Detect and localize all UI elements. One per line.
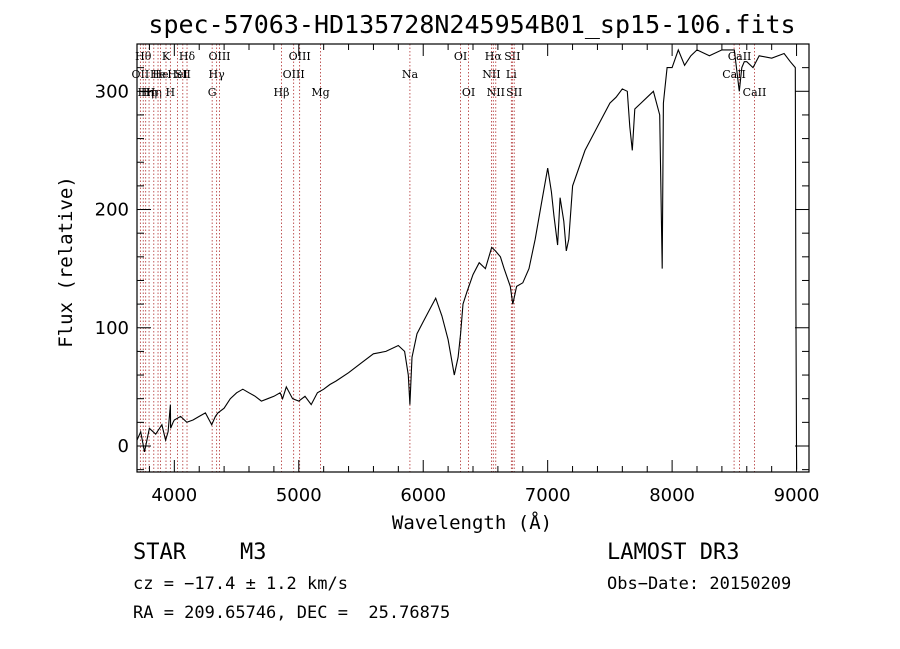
line-label-5893: Na	[402, 68, 419, 81]
line-label-6716: SII	[504, 50, 520, 63]
line-label-5175: Mg	[311, 86, 329, 99]
x-axis-label: Wavelength (Å)	[392, 511, 552, 534]
line-label-3968: H	[166, 86, 176, 99]
line-label-6300: OI	[454, 50, 467, 63]
x-tick-label-9000: 9000	[774, 485, 820, 506]
x-tick-label-6000: 6000	[400, 485, 446, 506]
y-tick-label-200: 200	[95, 200, 129, 221]
redshift-cz: cz = −17.4 ± 1.2 km/s	[133, 574, 348, 594]
line-label-6708: Li	[506, 68, 517, 81]
line-label-3750: Hθ	[135, 50, 152, 63]
plot-frame	[136, 43, 810, 473]
chart-title: spec-57063-HD135728N245954B01_sp15-106.f…	[148, 10, 795, 39]
line-label-4102: Hδ	[179, 50, 196, 63]
line-label-6548: NII	[482, 68, 500, 81]
line-label-4363: OIII	[208, 50, 230, 63]
y-tick-label-300: 300	[95, 81, 129, 102]
coordinates: RA = 209.65746, DEC = 25.76875	[133, 603, 451, 623]
line-label-4340: Hγ	[209, 68, 226, 81]
line-label-3889: He	[152, 68, 168, 81]
line-label-3770: Hη	[138, 86, 154, 99]
survey-name: LAMOST DR3	[607, 540, 740, 565]
line-label-5007: OIII	[289, 50, 311, 63]
y-tick-label-100: 100	[95, 318, 129, 339]
line-label-3727: OII	[132, 68, 150, 81]
line-label-3797: Hη	[141, 86, 157, 99]
x-tick-label-4000: 4000	[151, 485, 197, 506]
line-label-4959: OIII	[283, 68, 305, 81]
line-label-4304: G	[208, 86, 217, 99]
object-class: STAR	[133, 540, 186, 565]
object-subclass: M3	[240, 540, 267, 565]
line-label-3933: K	[162, 50, 171, 63]
axis-ticks-layer: 4000 5000 6000 7000 8000 9000 0 100 200 300	[95, 43, 820, 506]
line-label-4861: Hβ	[274, 86, 290, 99]
spectrum-series-line	[136, 48, 798, 470]
observation-date: Obs−Date: 20150209	[607, 574, 792, 594]
x-tick-label-8000: 8000	[649, 485, 695, 506]
y-tick-label-0: 0	[118, 436, 129, 457]
line-label-6563: Hα	[485, 50, 503, 63]
line-label-3835: Hη	[146, 86, 162, 99]
emission-lines-layer: OIIHθHηHηHηHeHeKHHeISIIHδGHγOIIIHβOIIIOI…	[132, 44, 767, 472]
line-label-4026: HeI	[167, 68, 187, 81]
line-label-6583: NII	[487, 86, 505, 99]
x-tick-label-5000: 5000	[276, 485, 322, 506]
x-tick-label-7000: 7000	[525, 485, 571, 506]
y-axis-label: Flux (relative)	[55, 176, 77, 348]
line-label-3869: He	[150, 68, 166, 81]
line-label-6731: SII	[506, 86, 522, 99]
line-label-8662: CaII	[743, 86, 767, 99]
line-label-8542: CaII	[728, 50, 752, 63]
line-label-4068: SII	[175, 68, 191, 81]
line-label-6364: OI	[462, 86, 475, 99]
line-label-8498: CaII	[722, 68, 746, 81]
